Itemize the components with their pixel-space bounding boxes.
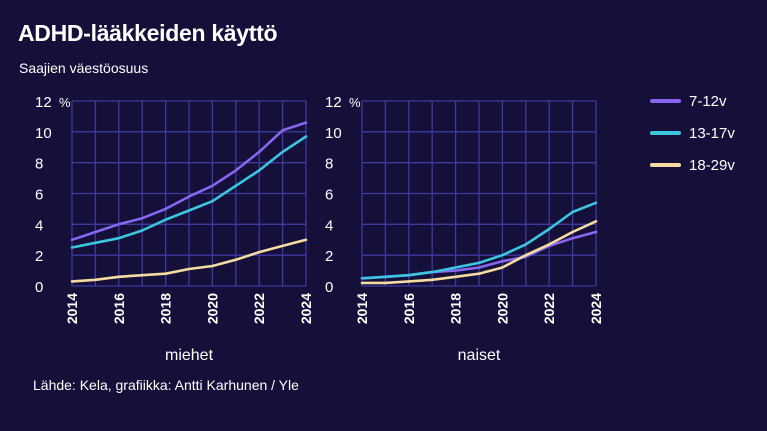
y-unit-label: %	[59, 95, 71, 110]
y-tick-label: 8	[325, 156, 333, 173]
panel-label: naiset	[458, 347, 501, 364]
legend: 7-12v 13-17v 18-29v	[650, 93, 735, 174]
series-line-18-29v	[360, 220, 598, 285]
y-tick-label: 8	[35, 156, 43, 173]
x-tick-label: 2020	[494, 293, 510, 324]
series-line-7-12v	[70, 121, 308, 242]
y-tick-label: 2	[35, 248, 43, 265]
panel-label: miehet	[165, 347, 214, 364]
x-tick-label: 2020	[204, 293, 220, 324]
x-tick-label: 2016	[111, 293, 127, 324]
x-tick-label: 2022	[541, 293, 557, 324]
x-tick-label: 2014	[64, 293, 80, 324]
y-tick-label: 0	[325, 279, 333, 296]
y-tick-label: 12	[325, 94, 342, 111]
y-tick-label: 2	[325, 248, 333, 265]
y-tick-label: 6	[35, 187, 43, 204]
source-note: Lähde: Kela, grafiikka: Antti Karhunen /…	[33, 377, 299, 393]
series-line-13-17v	[360, 201, 598, 280]
y-tick-label: 10	[325, 125, 342, 142]
x-tick-label: 2014	[354, 293, 370, 324]
chart-subtitle: Saajien väestöosuus	[19, 60, 149, 76]
y-unit-label: %	[349, 95, 361, 110]
series-line-13-17v	[70, 135, 308, 249]
y-tick-label: 4	[325, 217, 333, 234]
legend-label-13-17v: 13-17v	[689, 125, 735, 142]
x-tick-label: 2022	[251, 293, 267, 324]
x-tick-label: 2024	[588, 293, 604, 324]
legend-label-7-12v: 7-12v	[689, 93, 727, 110]
y-tick-label: 12	[35, 94, 52, 111]
panel-naiset: 0 2 4 6 8 10 12 % 2014 2016 2018 2020 2022 2024 naiset	[325, 94, 604, 364]
x-tick-label: 2018	[448, 293, 464, 324]
y-tick-label: 10	[35, 125, 52, 142]
panel-miehet: 0 2 4 6 8 10 12 % 2014 2016 2018 2020 2022 2024 miehet	[35, 94, 314, 364]
series-line-18-29v	[70, 238, 308, 283]
y-tick-label: 4	[35, 217, 43, 234]
y-tick-label: 6	[325, 187, 333, 204]
chart-title: ADHD-lääkkeiden käyttö	[18, 20, 278, 46]
x-tick-label: 2016	[401, 293, 417, 324]
y-tick-label: 0	[35, 279, 43, 296]
x-tick-label: 2018	[158, 293, 174, 324]
x-tick-label: 2024	[298, 293, 314, 324]
legend-label-18-29v: 18-29v	[689, 157, 735, 174]
